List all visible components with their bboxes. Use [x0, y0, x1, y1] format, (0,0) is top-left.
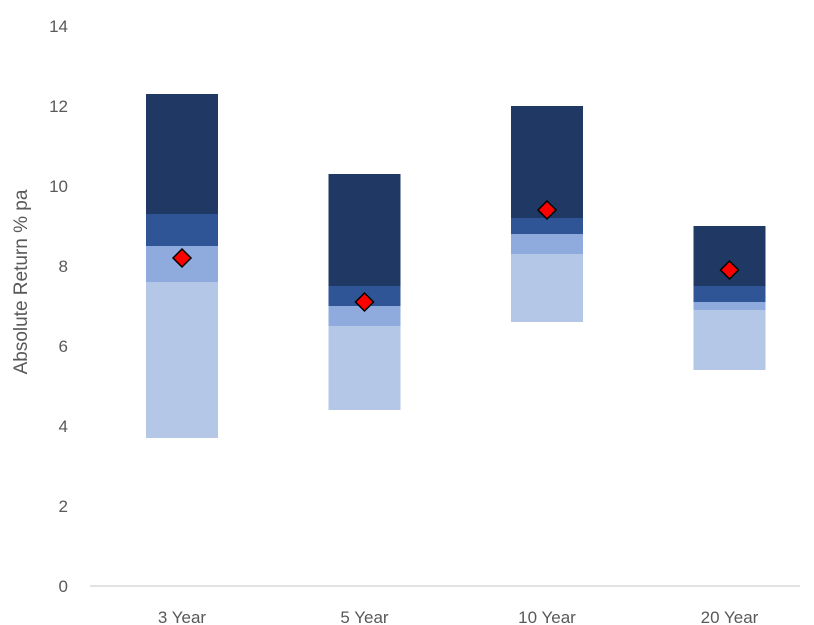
diamond-marker [171, 247, 193, 269]
diamond-marker [354, 291, 375, 313]
marker-points [171, 199, 740, 313]
y-tick-label: 0 [59, 577, 68, 596]
y-tick-label: 12 [49, 97, 68, 116]
y-tick-label: 10 [49, 177, 68, 196]
bar-segment [328, 174, 401, 286]
bar-segment [146, 214, 218, 246]
bar-segment [328, 326, 401, 410]
bar-segment [693, 310, 766, 370]
y-axis-ticks: 0 2 4 6 8 10 12 14 [49, 17, 68, 596]
diamond-marker [719, 259, 740, 281]
y-tick-label: 6 [59, 337, 68, 356]
y-tick-label: 2 [59, 497, 68, 516]
bar-segment [511, 234, 583, 254]
bar-segment [146, 94, 218, 214]
bar-segment [511, 106, 583, 218]
x-tick-label: 10 Year [518, 608, 576, 625]
bar-segment [511, 218, 583, 234]
bar-segment [328, 306, 401, 326]
y-axis-title: Absolute Return % pa [11, 189, 32, 374]
x-axis-ticks: 3 Year 5 Year 10 Year 20 Year [158, 608, 759, 625]
y-tick-label: 8 [59, 257, 68, 276]
y-tick-label: 4 [59, 417, 68, 436]
x-tick-label: 5 Year [340, 608, 389, 625]
x-tick-label: 3 Year [158, 608, 207, 625]
bar-segment [693, 286, 766, 302]
bar-segment [693, 302, 766, 310]
diamond-marker [536, 199, 558, 221]
x-tick-label: 20 Year [701, 608, 759, 625]
y-tick-label: 14 [49, 17, 68, 36]
bar-segment [146, 282, 218, 438]
bar-segments [146, 94, 766, 438]
bar-segment [511, 254, 583, 322]
